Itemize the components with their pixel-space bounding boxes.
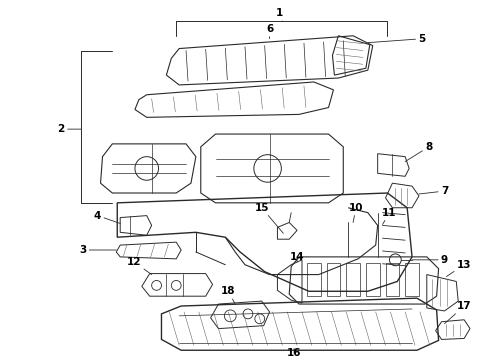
Text: 14: 14 [290,252,304,262]
Text: 4: 4 [94,211,120,224]
Text: 10: 10 [349,203,363,222]
Text: 13: 13 [446,260,471,276]
Text: 9: 9 [412,255,448,265]
Text: 6: 6 [266,24,273,39]
Text: 3: 3 [79,245,116,255]
Text: 12: 12 [127,257,151,275]
Text: 11: 11 [382,208,397,224]
Text: 17: 17 [444,301,471,324]
Text: 7: 7 [419,186,448,196]
Text: 15: 15 [254,203,283,233]
Text: 5: 5 [368,34,425,44]
Text: 8: 8 [405,142,432,162]
Text: 1: 1 [276,8,283,21]
Text: 16: 16 [287,348,301,358]
Text: 2: 2 [58,124,81,134]
Text: 18: 18 [221,286,236,304]
